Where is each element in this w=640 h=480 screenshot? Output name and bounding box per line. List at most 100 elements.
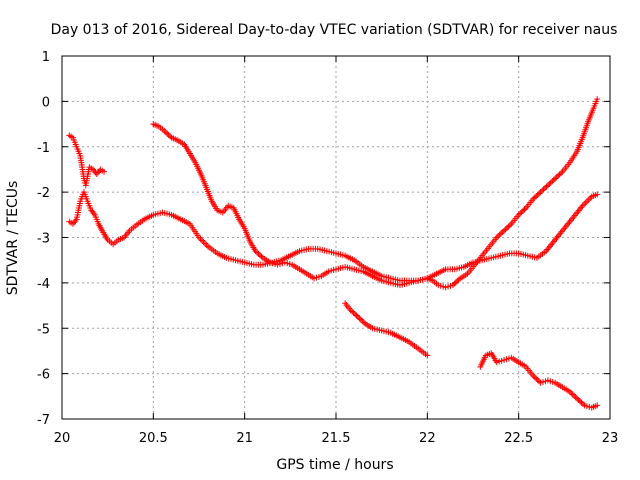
- data-point: [495, 233, 502, 240]
- data-point: [455, 276, 462, 283]
- data-point: [347, 307, 354, 314]
- data-point: [571, 392, 578, 399]
- data-point: [575, 396, 582, 403]
- data-point: [101, 168, 108, 175]
- data-point: [574, 395, 581, 402]
- data-point: [359, 317, 366, 324]
- data-point: [541, 185, 548, 192]
- data-point: [505, 223, 512, 230]
- data-point: [162, 129, 169, 136]
- data-point: [360, 319, 367, 326]
- data-point: [499, 229, 506, 236]
- data-point: [568, 390, 575, 397]
- data-point: [553, 174, 560, 181]
- data-point: [533, 375, 540, 382]
- data-point: [161, 127, 168, 134]
- data-point: [539, 187, 546, 194]
- data-point: [503, 224, 510, 231]
- data-point: [164, 130, 171, 137]
- data-point: [530, 195, 537, 202]
- axis-ticks: 20 20.5 21 21.5 22 22.5 23 1 0 -1 -2 -3 -4 -5 -6 -7: [37, 50, 618, 446]
- data-point: [258, 253, 265, 260]
- data-point: [451, 280, 458, 287]
- data-point: [594, 96, 601, 103]
- grid: [62, 56, 610, 419]
- data-point: [544, 182, 551, 189]
- x-axis-label: GPS time / hours: [276, 457, 393, 473]
- data-point: [424, 352, 431, 359]
- y-axis-label: SDTVAR / TECUs: [5, 181, 21, 296]
- data-point: [577, 398, 584, 405]
- data-point: [534, 376, 541, 383]
- y-tick-label: -7: [37, 413, 50, 428]
- data-point: [540, 186, 547, 193]
- data-point: [165, 131, 172, 138]
- data-point: [543, 183, 550, 190]
- data-point: [533, 193, 540, 200]
- data-point: [496, 231, 503, 238]
- data-point: [520, 207, 527, 214]
- data-point: [203, 242, 210, 249]
- y-tick-label: -1: [37, 141, 50, 156]
- data-point: [556, 171, 563, 178]
- data-point: [506, 222, 513, 229]
- data-point: [515, 211, 522, 218]
- data-point: [454, 278, 461, 285]
- x-tick-label: 20.5: [139, 431, 168, 446]
- data-point: [449, 282, 456, 289]
- data-point: [357, 316, 364, 323]
- y-tick-label: -4: [37, 277, 50, 292]
- data-point: [546, 180, 553, 187]
- data-point: [356, 315, 363, 322]
- data-point: [353, 312, 360, 319]
- y-tick-label: -3: [37, 232, 50, 247]
- data-point: [354, 313, 361, 320]
- data-point: [550, 176, 557, 183]
- data-point: [572, 394, 579, 401]
- data-point: [257, 252, 264, 259]
- data-point: [594, 402, 601, 409]
- y-tick-label: 0: [42, 95, 50, 110]
- data-point: [167, 133, 174, 140]
- data-point: [581, 201, 588, 208]
- data-point: [549, 178, 556, 185]
- data-point: [584, 198, 591, 205]
- x-tick-label: 21: [236, 431, 253, 446]
- data-point: [534, 191, 541, 198]
- data-point: [531, 194, 538, 201]
- data-point: [531, 374, 538, 381]
- x-tick-label: 20: [54, 431, 71, 446]
- data-point: [530, 372, 537, 379]
- data-point: [349, 308, 356, 315]
- data-point: [558, 170, 565, 177]
- x-tick-label: 21.5: [322, 431, 351, 446]
- y-tick-label: -5: [37, 322, 50, 337]
- data-point: [202, 240, 209, 247]
- y-tick-label: 1: [42, 50, 50, 65]
- data-point: [594, 191, 601, 198]
- data-point: [536, 378, 543, 385]
- data-point: [537, 189, 544, 196]
- data-point: [197, 236, 204, 243]
- data-point: [350, 309, 357, 316]
- data-point: [569, 391, 576, 398]
- data-point: [517, 210, 524, 217]
- y-tick-label: -2: [37, 186, 50, 201]
- data-point: [493, 234, 500, 241]
- data-point: [518, 209, 525, 216]
- data-point: [452, 279, 459, 286]
- data-point: [255, 250, 262, 257]
- y-tick-label: -6: [37, 368, 50, 383]
- data-point: [536, 190, 543, 197]
- x-tick-label: 22: [419, 431, 436, 446]
- data-point: [579, 401, 586, 408]
- data-point: [200, 239, 207, 246]
- data-point: [582, 199, 589, 206]
- data-marks: [66, 96, 601, 411]
- data-point: [552, 175, 559, 182]
- data-point: [498, 230, 505, 237]
- data-point: [199, 237, 206, 244]
- x-tick-label: 23: [602, 431, 619, 446]
- data-point: [502, 226, 509, 233]
